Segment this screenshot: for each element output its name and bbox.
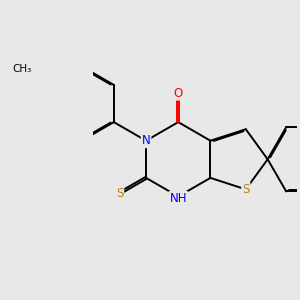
Text: N: N — [142, 134, 150, 147]
Text: O: O — [174, 87, 183, 100]
Text: S: S — [242, 183, 250, 196]
Text: CH₃: CH₃ — [13, 64, 32, 74]
Text: S: S — [116, 187, 123, 200]
Text: NH: NH — [169, 192, 187, 205]
